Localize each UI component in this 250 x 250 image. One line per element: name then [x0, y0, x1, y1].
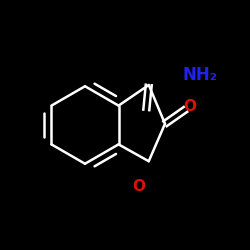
Text: NH₂: NH₂ [182, 66, 218, 84]
Text: O: O [184, 99, 196, 114]
Text: O: O [132, 179, 145, 194]
